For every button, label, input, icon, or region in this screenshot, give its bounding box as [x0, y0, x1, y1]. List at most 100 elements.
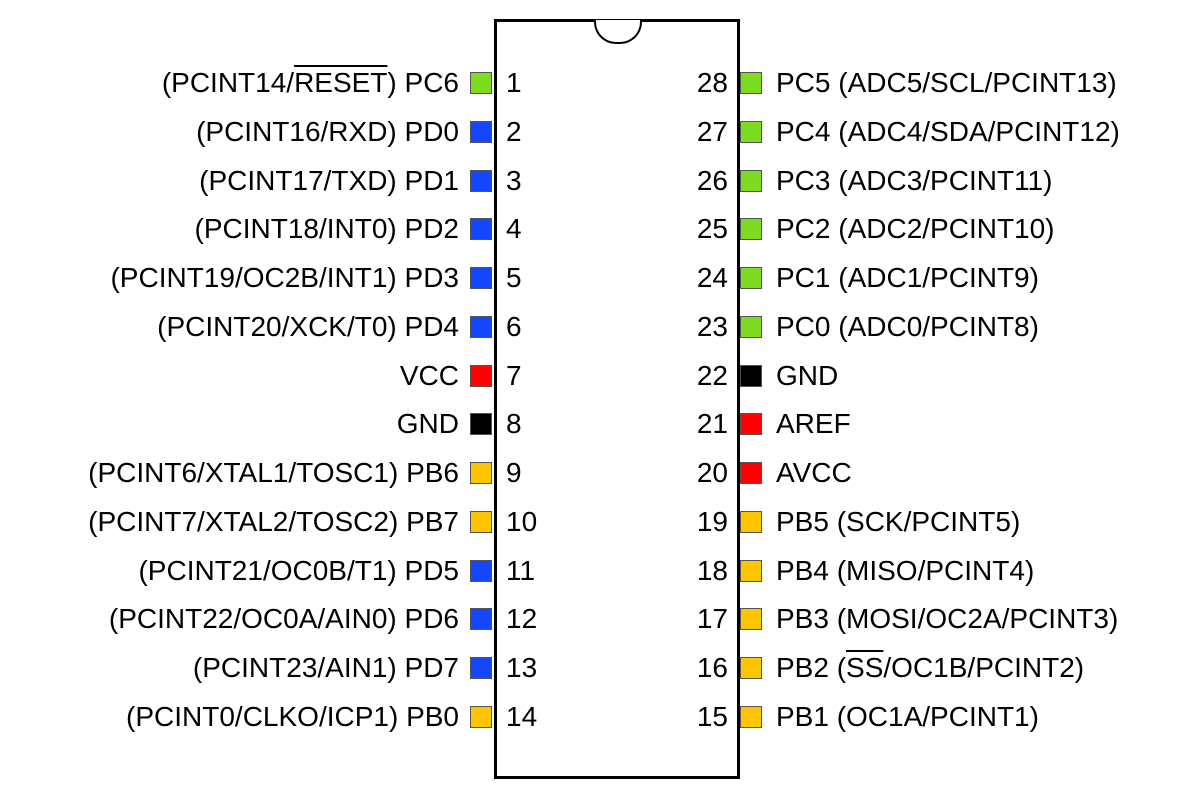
- pin-number: 15: [696, 701, 728, 732]
- pin-label: (PCINT20/XCK/T0) PD4: [157, 310, 459, 344]
- pin-number: 8: [506, 408, 522, 440]
- pin-square: [740, 218, 762, 241]
- pin-number: 24: [696, 262, 728, 294]
- pin-square: [470, 218, 492, 241]
- pin-square: [470, 315, 492, 338]
- label-text: GND: [776, 359, 839, 391]
- pin-square: [740, 364, 762, 387]
- pin-square: [470, 413, 492, 436]
- pin-number: 18: [696, 554, 728, 586]
- pin-number: 22: [696, 359, 728, 391]
- pin-label: PB4 (MISO/PCINT4): [776, 554, 1034, 588]
- pin-label: PB2 (SS/OC1B/PCINT2): [776, 651, 1084, 685]
- label-text: (PCINT20/XCK/T0) PD4: [157, 310, 459, 342]
- label-text: AREF: [776, 408, 851, 440]
- label-text: PC2 (ADC2/PCINT10): [776, 213, 1055, 245]
- chip-body: [494, 19, 740, 779]
- label-text: PB1 (OC1A/PCINT1): [776, 701, 1039, 732]
- pin-number: 13: [506, 652, 538, 684]
- pin-label: (PCINT18/INT0) PD2: [195, 212, 460, 246]
- pin-number: 27: [696, 115, 728, 147]
- pin-square: [470, 608, 492, 631]
- pin-square: [740, 657, 762, 680]
- pin-square: [740, 608, 762, 631]
- pin-square: [470, 657, 492, 680]
- pin-number: 23: [696, 310, 728, 342]
- label-text: (PCINT0/CLKO/ICP1) PB0: [126, 701, 459, 732]
- label-text: (PCINT6/XTAL1/TOSC1) PB6: [88, 457, 459, 489]
- pin-label: (PCINT14/RESET) PC6: [162, 66, 459, 100]
- label-text: ) PC6: [387, 67, 459, 98]
- pin-label: PB1 (OC1A/PCINT1): [776, 700, 1039, 734]
- pin-number: 17: [696, 603, 728, 635]
- pin-square: [470, 169, 492, 192]
- pin-square: [740, 413, 762, 436]
- label-text: GND: [396, 408, 459, 440]
- pin-label: AREF: [776, 407, 851, 441]
- label-text: (PCINT23/AIN1) PD7: [192, 652, 459, 684]
- pin-label: (PCINT23/AIN1) PD7: [193, 651, 459, 685]
- pin-number: 10: [506, 505, 538, 537]
- pin-label: (PCINT6/XTAL1/TOSC1) PB6: [88, 456, 459, 490]
- pin-number: 16: [696, 652, 728, 684]
- label-text: /OC1B/PCINT2): [883, 652, 1085, 684]
- pin-number: 14: [506, 701, 538, 732]
- pin-number: 4: [506, 213, 522, 245]
- pin-label: (PCINT21/OC0B/T1) PD5: [138, 554, 459, 588]
- label-text: (PCINT16/RXD) PD0: [196, 115, 459, 147]
- pin-label: VCC: [400, 359, 459, 393]
- pin-number: 2: [506, 115, 522, 147]
- pin-square: [740, 72, 762, 94]
- label-text: PB4 (MISO/PCINT4): [776, 554, 1035, 586]
- label-text: PC4 (ADC4/SDA/PCINT12): [776, 115, 1120, 147]
- label-text: PB3 (MOSI/OC2A/PCINT3): [776, 603, 1119, 635]
- pin-label: PC5 (ADC5/SCL/PCINT13): [776, 66, 1117, 100]
- pin-number: 9: [506, 457, 522, 489]
- pin-label: GND: [397, 407, 459, 441]
- pin-square: [740, 510, 762, 533]
- pin-label: (PCINT17/TXD) PD1: [199, 164, 459, 198]
- pin-number: 5: [506, 262, 522, 294]
- pin-label: (PCINT22/OC0A/AIN0) PD6: [109, 602, 459, 636]
- pin-number: 25: [696, 213, 728, 245]
- label-text: (PCINT14/: [161, 67, 295, 98]
- pin-square: [470, 364, 492, 387]
- pin-square: [470, 72, 492, 94]
- pin-label: PC3 (ADC3/PCINT11): [776, 164, 1052, 198]
- pin-label: PB3 (MOSI/OC2A/PCINT3): [776, 602, 1118, 636]
- pin-label: PC0 (ADC0/PCINT8): [776, 310, 1039, 344]
- pin-number: 21: [696, 408, 728, 440]
- pin-square: [740, 120, 762, 143]
- pin-square: [740, 169, 762, 192]
- label-text: VCC: [399, 359, 459, 391]
- pin-number: 6: [506, 310, 522, 342]
- pin-label: (PCINT16/RXD) PD0: [196, 115, 459, 149]
- pin-label: PC1 (ADC1/PCINT9): [776, 261, 1039, 295]
- pin-label: (PCINT0/CLKO/ICP1) PB0: [126, 700, 459, 734]
- label-overline-text: SS: [846, 652, 884, 684]
- pin-number: 19: [696, 505, 728, 537]
- label-text: AVCC: [776, 457, 852, 489]
- label-text: PC0 (ADC0/PCINT8): [776, 310, 1039, 342]
- pin-square: [470, 267, 492, 290]
- pin-square: [740, 706, 762, 728]
- pin-number: 20: [696, 457, 728, 489]
- pin-label: PC4 (ADC4/SDA/PCINT12): [776, 115, 1120, 149]
- label-text: PB2 (: [776, 652, 847, 684]
- pin-label: PB5 (SCK/PCINT5): [776, 505, 1020, 539]
- pin-label: GND: [776, 359, 838, 393]
- pin-label: (PCINT7/XTAL2/TOSC2) PB7: [88, 505, 459, 539]
- pin-square: [470, 510, 492, 533]
- pin-square: [470, 706, 492, 728]
- pin-number: 26: [696, 164, 728, 196]
- pin-number: 11: [506, 554, 536, 586]
- pin-number: 3: [506, 164, 522, 196]
- pin-label: AVCC: [776, 456, 852, 490]
- pin-square: [740, 315, 762, 338]
- label-text: PC1 (ADC1/PCINT9): [776, 262, 1039, 294]
- pin-label: (PCINT19/OC2B/INT1) PD3: [110, 261, 459, 295]
- pin-square: [740, 559, 762, 582]
- label-text: (PCINT7/XTAL2/TOSC2) PB7: [88, 505, 459, 537]
- label-text: (PCINT18/INT0) PD2: [194, 213, 460, 245]
